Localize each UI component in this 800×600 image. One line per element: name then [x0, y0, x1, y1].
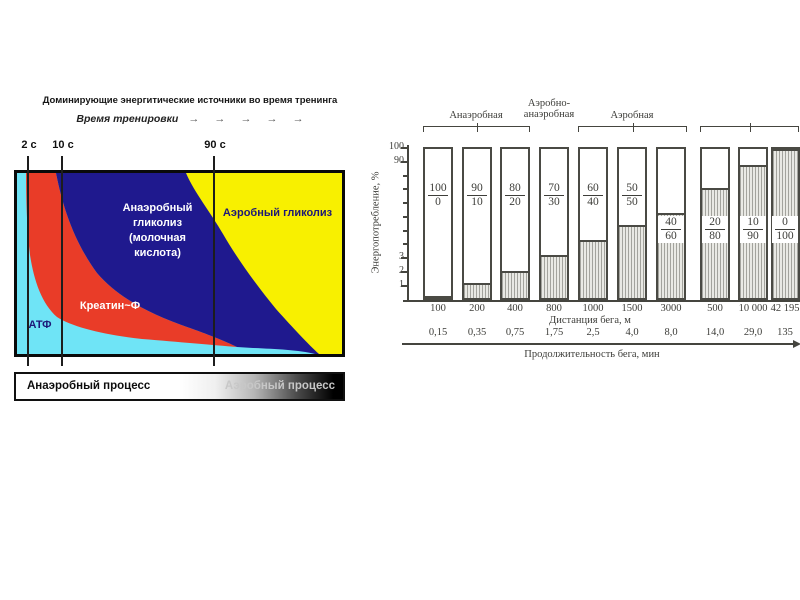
x-axis-title-duration: Продолжительность бега, мин	[524, 349, 660, 360]
y-tickmark-minor	[403, 188, 408, 190]
x-label-duration: 2,5	[586, 327, 600, 338]
y-tick-100: 100	[389, 141, 404, 152]
bar-fill	[502, 271, 528, 298]
process-gradient-bar: Анаэробный процесс Аэробный процесс	[14, 372, 345, 401]
ratio-label-42195m: 0 100	[772, 216, 798, 243]
creatine-region	[26, 173, 237, 347]
bracket-aerobic	[578, 122, 687, 132]
bar-fill	[464, 283, 490, 298]
time-marker-90s: 90 с	[204, 139, 226, 151]
x-label-distance: 400	[507, 303, 523, 314]
area-chart-svg	[17, 173, 342, 354]
left-chart-subtitle-row: Время тренировки → → → → →	[30, 113, 350, 125]
y-tickmark-minor	[403, 243, 408, 245]
anaerobic-process-label: Анаэробный процесс	[27, 380, 151, 392]
ratio-label-400m: 80 20	[502, 182, 528, 209]
x-axis-title-distance: Дистанция бега, м	[549, 315, 631, 326]
left-chart-title: Доминирующие энергитические источники во…	[42, 95, 338, 106]
x-label-duration: 14,0	[705, 327, 725, 338]
x-label-distance: 500	[707, 303, 723, 314]
x-label-distance: 1500	[621, 303, 643, 314]
marker-line-90s	[213, 156, 215, 366]
atf-label: АТФ	[28, 319, 52, 331]
bar-1000m	[578, 147, 608, 300]
time-marker-2s: 2 с	[21, 139, 37, 151]
x-label-duration: 0,75	[505, 327, 525, 338]
duration-axis-line	[402, 343, 794, 345]
bar-fill	[425, 296, 451, 298]
ratio-label-10000m: 10 90	[740, 216, 766, 243]
ratio-label-1500m: 50 50	[619, 182, 645, 209]
ratio-label-800m: 70 30	[541, 182, 567, 209]
marker-line-10s	[61, 156, 63, 366]
bar-800m	[539, 147, 569, 300]
y-tick-3: 3	[378, 252, 404, 262]
x-label-distance: 100	[430, 303, 446, 314]
time-marker-10s: 10 с	[52, 139, 74, 151]
y-tickmark	[401, 271, 408, 273]
bar-fill	[580, 239, 606, 298]
bar-fill	[541, 254, 567, 298]
axis-arrowhead-icon	[793, 340, 800, 348]
aerobic-process-label: Аэробный процесс	[224, 380, 335, 392]
y-tickmark-minor	[403, 216, 408, 218]
group-label-aerobic-anaerobic: Аэробно- анаэробная	[523, 98, 575, 120]
x-label-distance: 200	[469, 303, 485, 314]
x-label-duration: 0,15	[428, 327, 448, 338]
y-tickmark-minor	[403, 175, 408, 177]
x-label-duration: 0,35	[467, 327, 487, 338]
x-label-distance: 1000	[582, 303, 604, 314]
ratio-label-3000m: 40 60	[658, 216, 684, 243]
y-tickmark	[401, 147, 408, 149]
y-tick-2: 2	[378, 266, 404, 276]
group-label-anaerobic: Анаэробная	[449, 110, 503, 121]
bracket-long-distance	[700, 122, 799, 132]
energy-sources-area-chart	[14, 170, 345, 357]
x-label-distance: 3000	[660, 303, 682, 314]
x-label-distance: 42 195	[770, 303, 800, 314]
x-label-distance: 800	[546, 303, 562, 314]
y-tickmark-minor	[403, 202, 408, 204]
y-tickmark-minor	[403, 230, 408, 232]
bar-200m	[462, 147, 492, 300]
bar-400m	[500, 147, 530, 300]
y-tick-90: 90	[394, 155, 404, 166]
x-label-duration: 29,0	[743, 327, 763, 338]
time-arrows-icon: → → → → →	[188, 113, 304, 125]
ratio-label-200m: 90 10	[464, 182, 490, 209]
marker-line-2s	[27, 156, 29, 366]
aerobic-glycolysis-region	[186, 173, 342, 354]
bar-1500m	[617, 147, 647, 300]
ratio-label-100m: 100 0	[425, 182, 451, 209]
ratio-label-1000m: 60 40	[580, 182, 606, 209]
x-label-duration: 135	[777, 327, 793, 338]
bar-100m	[423, 147, 453, 300]
x-label-duration: 8,0	[664, 327, 678, 338]
x-label-distance: 10 000	[738, 303, 768, 314]
y-tickmark	[401, 161, 408, 163]
x-axis-line	[403, 300, 800, 302]
y-axis-line	[407, 145, 409, 301]
creatine-label: Креатин~Ф	[79, 300, 141, 312]
y-tickmark	[401, 285, 408, 287]
training-time-label: Время тренировки	[76, 113, 179, 125]
bar-fill	[619, 225, 645, 298]
bracket-anaerobic	[423, 122, 530, 132]
anaerobic-glycolysis-label: Анаэробный гликолиз (молочная кислота)	[122, 202, 193, 259]
ratio-label-5000m: 20 80	[702, 216, 728, 243]
y-tick-1: 1	[378, 280, 404, 290]
x-label-duration: 4,0	[625, 327, 639, 338]
y-tickmark	[401, 257, 408, 259]
x-label-duration: 1,75	[544, 327, 564, 338]
aerobic-glycolysis-label: Аэробный гликолиз	[222, 207, 333, 219]
group-label-aerobic: Аэробная	[610, 110, 654, 121]
